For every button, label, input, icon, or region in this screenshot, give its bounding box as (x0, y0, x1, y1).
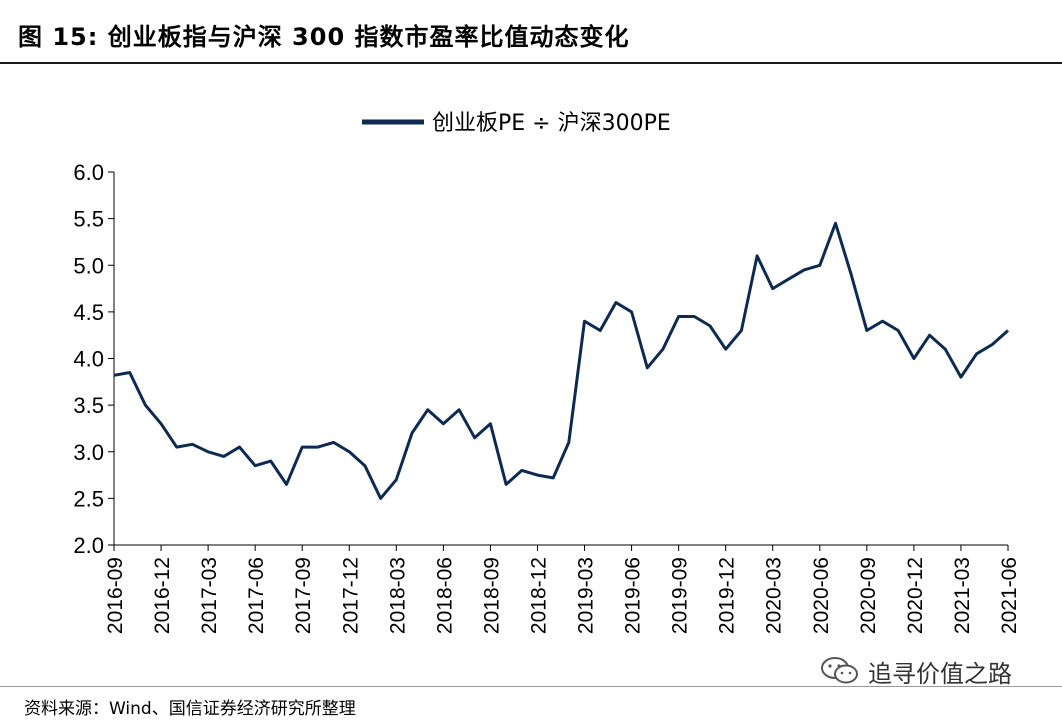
x-tick-label: 2020-12 (904, 557, 927, 634)
pe-ratio-chart: 创业板PE ÷ 沪深300PE 2.0 2.5 3.0 3.5 4.0 4.5 5.0 5.5… (73, 111, 1021, 634)
watermark-text: 追寻价值之路 (868, 659, 1012, 688)
y-tick-label: 3.5 (73, 393, 104, 418)
y-tick-label: 6.0 (73, 160, 104, 185)
y-tick-label: 2.0 (73, 533, 104, 558)
x-tick-label: 2018-03 (386, 557, 409, 634)
x-tick-label: 2021-03 (951, 557, 974, 634)
x-tick-label: 2020-09 (857, 557, 880, 634)
x-tick-label: 2020-06 (810, 557, 833, 634)
x-tick-label: 2019-06 (622, 557, 645, 634)
y-tick-label: 2.5 (73, 486, 104, 511)
title-bar: 图 15: 创业板指与沪深 300 指数市盈率比值动态变化 (0, 0, 1062, 64)
y-tick-label: 5.0 (73, 253, 104, 278)
x-tick-label: 2017-06 (245, 557, 268, 634)
wechat-icon (821, 657, 858, 684)
y-axis-ticks: 2.0 2.5 3.0 3.5 4.0 4.5 5.0 5.5 6.0 (73, 160, 114, 558)
x-tick-label: 2019-03 (575, 557, 598, 634)
x-tick-label: 2017-12 (339, 557, 362, 634)
chart-series (113, 221, 1009, 500)
source-note: 资料来源：Wind、国信证券经济研究所整理 (24, 699, 356, 719)
watermark: 追寻价值之路 (820, 654, 1012, 688)
x-tick-label: 2018-09 (480, 557, 503, 634)
footer-divider (0, 686, 1062, 687)
x-tick-label: 2021-06 (998, 557, 1021, 634)
x-tick-label: 2017-03 (198, 557, 221, 634)
x-tick-label: 2017-09 (292, 557, 315, 634)
y-tick-label: 5.5 (73, 207, 104, 232)
x-tick-label: 2020-03 (763, 557, 786, 634)
x-tick-label: 2018-06 (433, 557, 456, 634)
x-tick-label: 2019-12 (716, 557, 739, 634)
series-line (113, 221, 1009, 500)
x-tick-label: 2016-12 (151, 557, 174, 634)
x-tick-label: 2018-12 (527, 557, 550, 634)
chart-legend: 创业板PE ÷ 沪深300PE (362, 111, 671, 136)
x-axis-ticks: 2016-09 2016-12 2017-03 2017-06 2017-09 2017-… (104, 545, 1021, 634)
legend-label: 创业板PE ÷ 沪深300PE (432, 111, 671, 136)
y-tick-label: 4.5 (73, 300, 104, 325)
chart-axes (113, 172, 1008, 546)
figure-title: 图 15: 创业板指与沪深 300 指数市盈率比值动态变化 (18, 23, 630, 51)
y-tick-label: 4.0 (73, 347, 104, 372)
x-tick-label: 2016-09 (104, 557, 127, 634)
y-tick-label: 3.0 (73, 440, 104, 465)
x-tick-label: 2019-09 (669, 557, 692, 634)
